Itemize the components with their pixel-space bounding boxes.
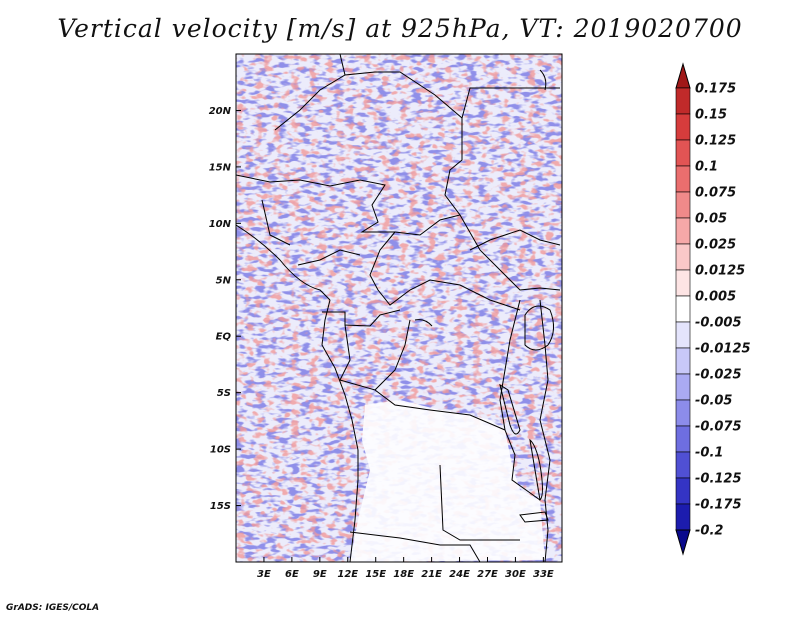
colorbar-label: -0.025 — [695, 368, 742, 383]
colorbar-segment — [675, 347, 691, 375]
colorbar-label: -0.075 — [695, 420, 742, 435]
lon-tick-label: 12E — [337, 569, 358, 580]
colorbar: 0.175 0.15 0.125 0.1 0.075 0.05 0.025 0.0125 0.0… — [675, 62, 751, 556]
colorbar-segment — [675, 503, 691, 531]
colorbar-segment — [675, 399, 691, 427]
lat-tick-label: 15S — [210, 501, 231, 512]
colorbar-label: 0.005 — [695, 290, 736, 305]
lon-tick-label: 3E — [257, 569, 271, 580]
colorbar-label: 0.075 — [695, 186, 736, 201]
colorbar-segment — [675, 321, 691, 349]
colorbar-segment — [675, 191, 691, 219]
lat-tick-label: 10S — [210, 445, 231, 456]
colorbar-segment — [675, 425, 691, 453]
colorbar-label: 0.1 — [695, 160, 718, 175]
lon-tick-label: 18E — [393, 569, 414, 580]
colorbar-label: 0.15 — [695, 108, 727, 123]
colorbar-segment — [675, 113, 691, 141]
map-title: Vertical velocity [m/s] at 925hPa, VT: 2… — [57, 14, 743, 43]
colorbar-label: -0.2 — [695, 524, 723, 539]
lon-tick-label: 30E — [505, 569, 526, 580]
colorbar-segment — [675, 373, 691, 401]
colorbar-segment — [675, 139, 691, 167]
lon-tick-label: 33E — [533, 569, 554, 580]
colorbar-bottom-triangle — [675, 529, 691, 556]
lon-tick-label: 6E — [285, 569, 299, 580]
lon-tick-label: 27E — [477, 569, 498, 580]
lat-tick-label: 10N — [209, 219, 232, 230]
colorbar-segment — [675, 295, 691, 323]
colorbar-label: 0.175 — [695, 82, 736, 97]
colorbar-label: -0.125 — [695, 472, 742, 487]
grads-credit: GrADS: IGES/COLA — [6, 603, 100, 613]
colorbar-segment — [675, 477, 691, 505]
lat-tick-label: 5S — [217, 388, 231, 399]
lat-tick-label: 5N — [216, 275, 232, 286]
colorbar-label: -0.0125 — [695, 342, 751, 357]
lon-tick-label: 9E — [313, 569, 327, 580]
lat-tick-label: 15N — [209, 162, 232, 173]
colorbar-segment — [675, 269, 691, 297]
lat-tick-label: 20N — [209, 106, 232, 117]
latitude-axis: 20N 15N 10N 5N EQ 5S 10S 15S — [209, 106, 241, 512]
colorbar-label: 0.025 — [695, 238, 736, 253]
colorbar-segment — [675, 451, 691, 479]
colorbar-label: -0.175 — [695, 498, 742, 513]
colorbar-label: -0.005 — [695, 316, 742, 331]
colorbar-segment — [675, 217, 691, 245]
longitude-axis: 3E 6E 9E 12E 15E 18E 21E 24E 27E 30E 33E — [257, 557, 554, 580]
lat-tick-label: EQ — [216, 332, 232, 343]
map-frame — [235, 53, 563, 563]
colorbar-top-triangle — [675, 62, 691, 89]
colorbar-label: 0.125 — [695, 134, 736, 149]
lon-tick-label: 15E — [365, 569, 386, 580]
colorbar-segment — [675, 165, 691, 193]
colorbar-label: -0.05 — [695, 394, 732, 409]
colorbar-label: -0.1 — [695, 446, 723, 461]
colorbar-label: 0.05 — [695, 212, 727, 227]
colorbar-segment — [675, 243, 691, 271]
map-border — [235, 53, 563, 563]
country-borders — [236, 54, 561, 562]
lakes — [414, 69, 554, 523]
colorbar-segment — [675, 87, 691, 115]
lon-tick-label: 24E — [449, 569, 470, 580]
lon-tick-label: 21E — [421, 569, 442, 580]
colorbar-label: 0.0125 — [695, 264, 745, 279]
land-low-signal-region — [350, 400, 545, 562]
